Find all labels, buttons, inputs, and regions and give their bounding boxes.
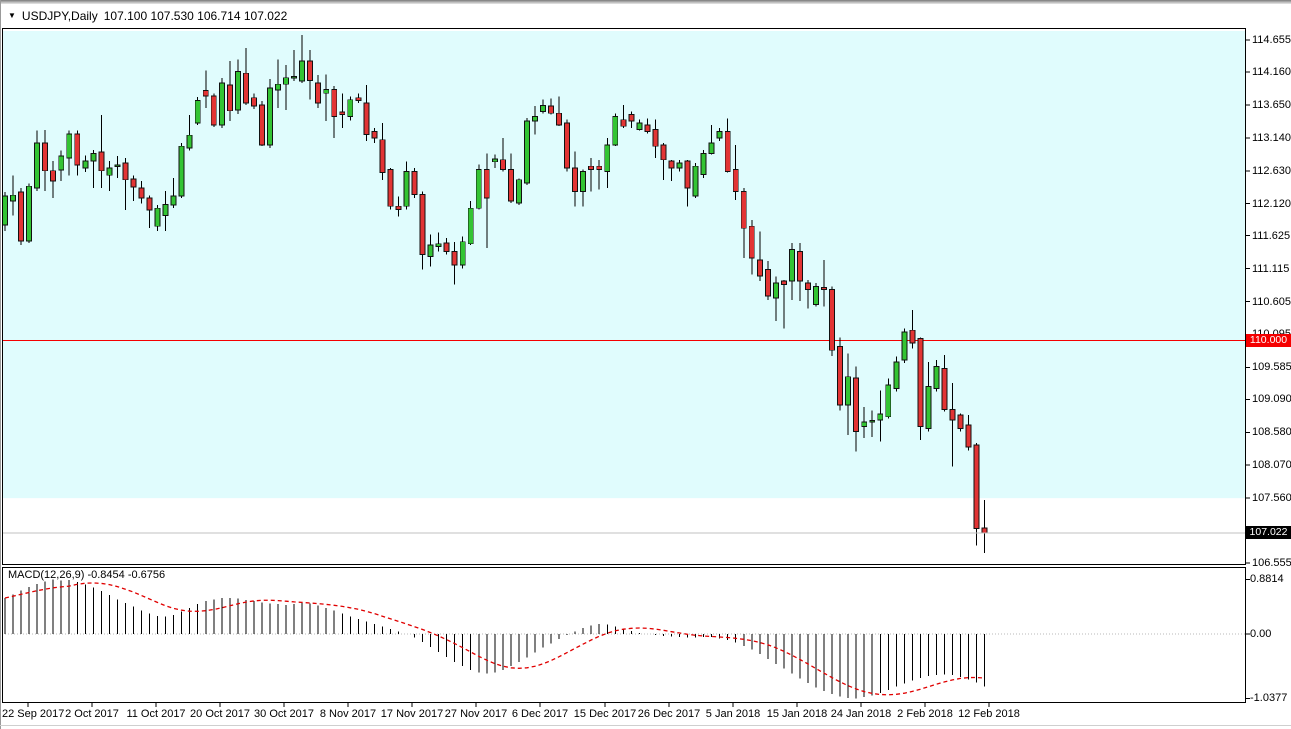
date-axis-label: 6 Dec 2017 (511, 708, 569, 720)
date-axis-label: 22 Sep 2017 (2, 708, 65, 720)
date-axis-label: 12 Feb 2018 (958, 708, 1020, 720)
window-bottom-edge (0, 725, 1291, 726)
price-axis-label: 109.090 (1252, 393, 1291, 406)
date-axis-label: 8 Nov 2017 (319, 708, 377, 720)
ohlc-values: 107.100 107.530 106.714 107.022 (103, 9, 288, 23)
date-axis-label: 5 Jan 2018 (705, 708, 761, 720)
symbol-period-label: USDJPY,Daily (21, 9, 98, 23)
macd-axis-label: 0.00 (1250, 628, 1272, 640)
date-axis-label: 24 Jan 2018 (830, 708, 892, 720)
price-axis-label: 112.120 (1252, 197, 1291, 210)
price-axis-label: 109.585 (1252, 361, 1291, 374)
date-axis-label: 30 Oct 2017 (254, 708, 314, 720)
price-axis-label: 113.650 (1252, 98, 1291, 111)
macd-indicator-label: MACD(12,26,9) -0.8454 -0.6756 (8, 569, 166, 581)
price-axis-label: 111.625 (1252, 229, 1291, 242)
price-axis-label: 107.560 (1252, 492, 1291, 505)
macd-axis-label: -1.0377 (1250, 692, 1288, 705)
price-axis-label: 112.630 (1252, 164, 1291, 177)
chart-title: ▼ USDJPY,Daily 107.100 107.530 106.714 1… (8, 8, 287, 24)
price-axis-label: 110.605 (1252, 295, 1291, 308)
date-axis-label: 20 Oct 2017 (190, 708, 250, 720)
price-axis-label: 113.140 (1252, 131, 1291, 144)
price-axis-label: 111.115 (1252, 262, 1290, 275)
date-axis-label: 15 Dec 2017 (573, 708, 637, 720)
date-axis-label: 2 Feb 2018 (897, 708, 953, 720)
macd-axis-label: 0.8814 (1250, 573, 1284, 586)
date-axis-label: 26 Dec 2017 (637, 708, 701, 720)
date-axis-label: 27 Nov 2017 (444, 708, 508, 720)
price-axis-label: 108.070 (1252, 459, 1291, 472)
date-axis-label: 17 Nov 2017 (380, 708, 444, 720)
price-axis-label: 108.580 (1252, 426, 1291, 439)
date-axis-label: 11 Oct 2017 (126, 708, 186, 720)
hline-price-badge: 110.000 (1246, 333, 1291, 347)
window-left-edge (0, 0, 1, 729)
price-axis-label: 114.160 (1252, 65, 1291, 78)
window-top-edge (0, 0, 1291, 4)
date-axis-label: 2 Oct 2017 (65, 708, 119, 720)
chart-marker-icon: ▼ (8, 11, 16, 20)
current-price-badge: 107.022 (1246, 525, 1291, 539)
price-axis-label: 106.555 (1252, 557, 1291, 570)
date-axis-label: 15 Jan 2018 (766, 708, 828, 720)
price-axis-label: 114.655 (1252, 34, 1291, 46)
